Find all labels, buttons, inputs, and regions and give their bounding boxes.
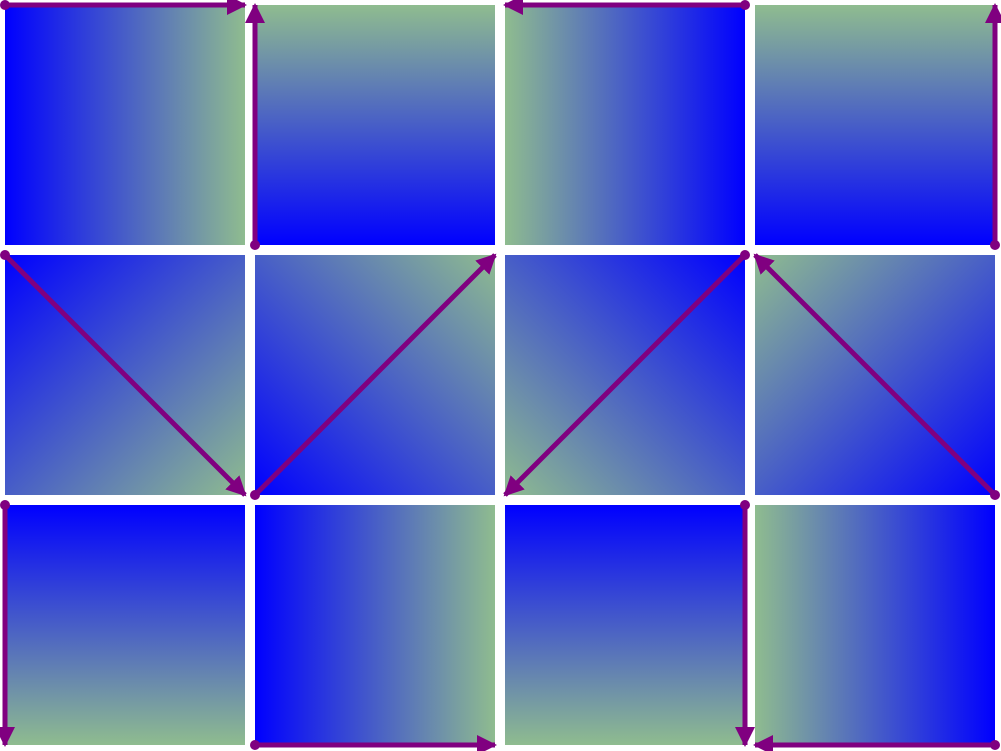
gradient-cell <box>755 505 995 745</box>
gradient-cell <box>505 5 745 245</box>
arrow-start-dot <box>990 240 1000 250</box>
arrow-start-dot <box>740 500 750 510</box>
direction-arrow <box>753 253 997 497</box>
arrow-start-dot <box>740 0 750 10</box>
direction-arrow <box>3 253 247 497</box>
gradient-cell <box>255 505 495 745</box>
arrow-start-dot <box>740 250 750 260</box>
gradient-cell <box>755 5 995 245</box>
direction-arrow <box>253 253 497 497</box>
arrow-start-dot <box>0 0 10 10</box>
arrow-start-dot <box>250 240 260 250</box>
arrow-start-dot <box>250 740 260 750</box>
gradient-cell <box>5 505 245 745</box>
arrow-start-dot <box>0 250 10 260</box>
arrow-start-dot <box>990 490 1000 500</box>
arrow-start-dot <box>990 740 1000 750</box>
direction-arrow <box>503 253 747 497</box>
gradient-cell <box>255 5 495 245</box>
gradient-cell <box>5 5 245 245</box>
gradient-cell <box>505 505 745 745</box>
arrow-start-dot <box>250 490 260 500</box>
arrow-start-dot <box>0 500 10 510</box>
